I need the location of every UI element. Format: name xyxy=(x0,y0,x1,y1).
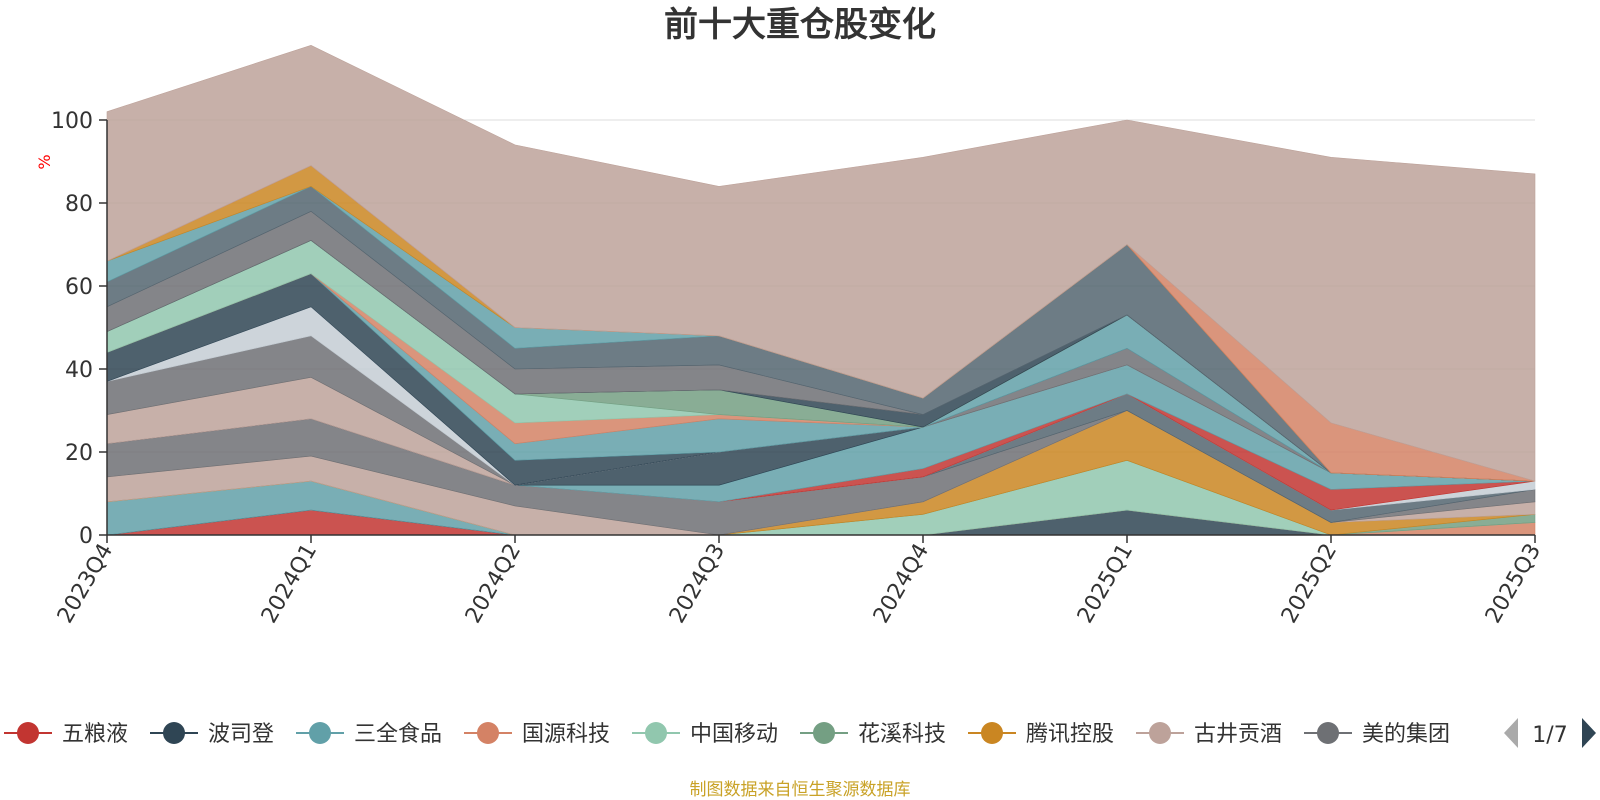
y-tick-label: 100 xyxy=(51,109,93,134)
legend-item[interactable]: 五粮液 xyxy=(4,722,128,747)
legend-label: 国源科技 xyxy=(522,722,610,747)
legend-page-indicator: 1/7 xyxy=(1532,723,1567,748)
legend-item[interactable]: 国源科技 xyxy=(464,722,610,747)
x-tick-label: 2025Q1 xyxy=(1073,540,1138,628)
legend-item[interactable]: 花溪科技 xyxy=(800,722,946,747)
x-tick-label: 2024Q1 xyxy=(257,540,322,628)
x-tick-label: 2024Q4 xyxy=(869,540,934,628)
legend-circle-marker xyxy=(813,722,835,744)
legend-circle-marker xyxy=(309,722,331,744)
legend-label: 中国移动 xyxy=(690,722,778,747)
y-tick-label: 80 xyxy=(65,192,93,217)
legend-label: 波司登 xyxy=(208,722,274,747)
plot-area xyxy=(106,44,1536,536)
legend-label: 腾讯控股 xyxy=(1026,722,1114,747)
legend-circle-marker xyxy=(163,722,185,744)
legend-item[interactable]: 中国移动 xyxy=(632,722,778,747)
legend-item[interactable]: 古井贡酒 xyxy=(1136,722,1282,747)
source-note: 制图数据来自恒生聚源数据库 xyxy=(690,780,911,800)
y-tick-label: 20 xyxy=(65,441,93,466)
x-tick-label: 2023Q4 xyxy=(53,540,118,628)
y-tick-label: 40 xyxy=(65,358,93,383)
legend-circle-marker xyxy=(645,722,667,744)
legend-circle-marker xyxy=(981,722,1003,744)
legend-label: 五粮液 xyxy=(62,722,128,747)
legend-next-arrow-icon[interactable] xyxy=(1582,718,1596,748)
legend-item[interactable]: 波司登 xyxy=(150,722,274,747)
chart-title: 前十大重仓股变化 xyxy=(664,5,936,45)
legend-label: 古井贡酒 xyxy=(1194,722,1282,747)
y-tick-label: 60 xyxy=(65,275,93,300)
legend-circle-marker xyxy=(1149,722,1171,744)
legend-circle-marker xyxy=(1317,722,1339,744)
legend-circle-marker xyxy=(477,722,499,744)
legend-item[interactable]: 美的集团 xyxy=(1304,722,1450,747)
legend-label: 美的集团 xyxy=(1362,722,1450,747)
legend-label: 花溪科技 xyxy=(858,722,946,747)
area-series-29 xyxy=(106,44,1536,482)
legend-prev-arrow-icon[interactable] xyxy=(1504,718,1518,748)
legend-pager: 1/7 xyxy=(1504,718,1596,748)
legend-label: 三全食品 xyxy=(354,722,442,747)
legend-circle-marker xyxy=(17,722,39,744)
y-tick-label: 0 xyxy=(79,524,93,549)
x-tick-label: 2025Q2 xyxy=(1277,540,1342,628)
legend-item[interactable]: 三全食品 xyxy=(296,722,442,747)
legend: 五粮液 波司登 三全食品 国源科技 中国移动 花溪科技 腾讯控股 古井贡酒 美的集团 xyxy=(4,722,1450,747)
x-tick-label: 2025Q3 xyxy=(1481,540,1546,628)
x-tick-label: 2024Q2 xyxy=(461,540,526,628)
x-tick-label: 2024Q3 xyxy=(665,540,730,628)
legend-item[interactable]: 腾讯控股 xyxy=(968,722,1114,747)
y-axis-label: % xyxy=(35,154,54,169)
